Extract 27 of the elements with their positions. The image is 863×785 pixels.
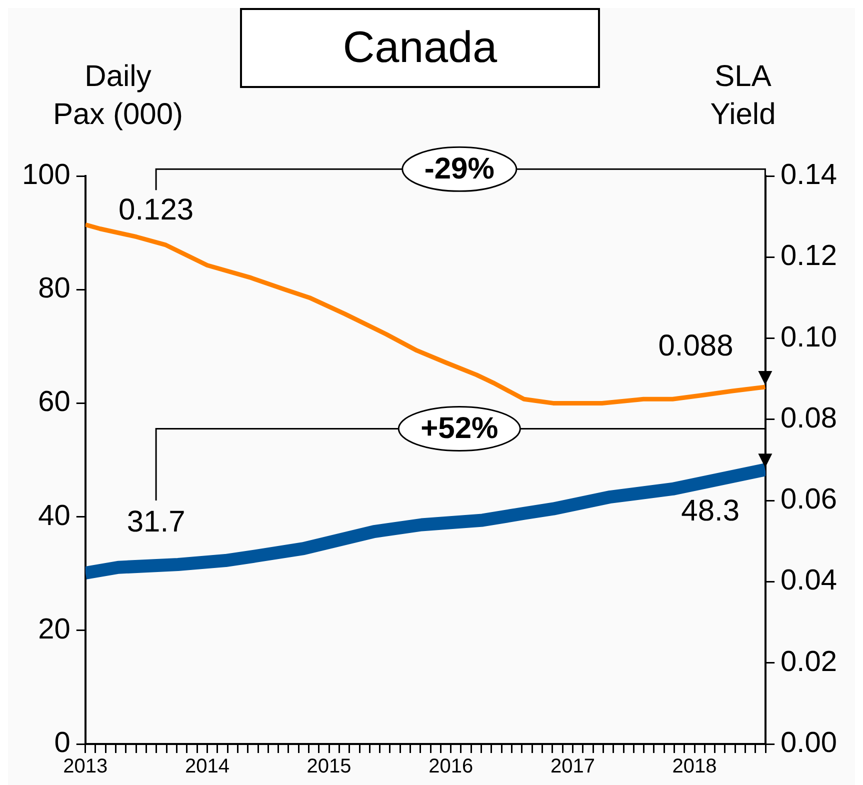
y2-tick-label: 0.00 — [780, 727, 838, 759]
y2-tick-label: 0.04 — [780, 564, 838, 597]
x-tick-label: 2017 — [550, 756, 595, 778]
y-tick-label: 40 — [38, 500, 70, 532]
x-tick-label: 2016 — [428, 756, 474, 778]
y2-tick-label: 0.10 — [780, 321, 838, 354]
y2-tick-label: 0.02 — [780, 646, 838, 678]
annotation: 31.7 — [126, 506, 186, 539]
y2-tick-label: 0.14 — [780, 159, 838, 191]
y-axis-title: Daily Pax (000) — [52, 60, 184, 131]
annotation: -29% — [424, 152, 494, 186]
y2-tick-label: 0.06 — [780, 484, 838, 516]
y2-tick-label: 0.08 — [780, 402, 838, 434]
x-tick-label: 2014 — [184, 756, 230, 778]
chart-title: Canada — [240, 8, 600, 88]
y-tick-label: 20 — [38, 613, 70, 646]
annotation: +52% — [420, 412, 498, 446]
y2-tick-label: 0.12 — [780, 240, 838, 272]
annotation: 48.3 — [681, 494, 740, 528]
y-tick-label: 60 — [38, 386, 70, 418]
annotation: 0.088 — [658, 330, 734, 363]
y2-axis-title: SLA Yield — [710, 60, 776, 131]
x-tick-label: 2015 — [306, 756, 352, 778]
annotation: 0.123 — [118, 193, 194, 226]
x-tick-label: 2018 — [672, 756, 717, 778]
y-tick-label: 100 — [22, 159, 70, 191]
y-tick-label: 80 — [38, 272, 70, 305]
